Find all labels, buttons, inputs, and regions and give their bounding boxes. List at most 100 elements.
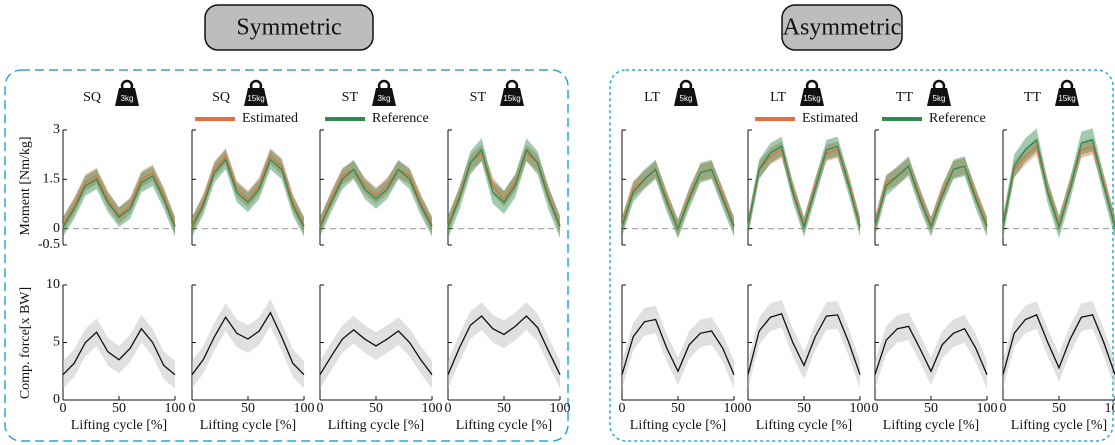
group-title: Asymmetric: [783, 15, 902, 41]
x-tick-label: 100: [165, 401, 186, 416]
mean-line: [62, 327, 176, 376]
sd-band: [320, 161, 432, 234]
weight-label: 5kg: [680, 94, 693, 103]
mean-line: [1002, 314, 1115, 375]
weight-label: 15kg: [503, 94, 520, 103]
y-tick-label: 0: [53, 221, 60, 236]
sd-band: [63, 164, 175, 234]
x-axis-label: Lifting cycle [%]: [630, 418, 726, 433]
x-axis-label: Lifting cycle [%]: [71, 418, 167, 433]
legend-label: Reference: [372, 111, 429, 126]
weight-label: 15kg: [803, 94, 820, 103]
group-border: [609, 69, 1114, 442]
weight-label: 15kg: [247, 94, 264, 103]
sd-band: [622, 305, 734, 389]
x-tick-label: 50: [1052, 401, 1066, 416]
panel-title: TT: [1024, 90, 1042, 105]
weight-handle: [377, 79, 391, 93]
y-tick-label: 5: [53, 335, 60, 350]
weight-handle: [932, 79, 946, 93]
x-tick-label: 50: [369, 401, 383, 416]
mean-line: [62, 171, 176, 226]
mean-line: [319, 329, 433, 376]
group-title-box: [204, 4, 374, 51]
sd-band: [63, 314, 175, 389]
panel-title: ST: [342, 90, 359, 105]
mean-line: [747, 145, 861, 230]
sd-band: [622, 161, 734, 237]
weight-handle: [120, 79, 134, 93]
mean-line: [319, 168, 433, 226]
sd-band: [748, 136, 860, 237]
x-tick-label: 100: [550, 401, 571, 416]
x-tick-label: 50: [241, 401, 255, 416]
sd-band: [622, 159, 734, 239]
weight-handle: [805, 79, 819, 93]
mean-line: [319, 168, 433, 228]
x-tick-label: 50: [112, 401, 126, 416]
weight-icon: [372, 88, 396, 106]
mean-line: [62, 175, 176, 228]
mean-line: [747, 312, 861, 375]
panel-title: ST: [470, 90, 487, 105]
sd-band: [875, 312, 987, 389]
mean-line: [874, 165, 988, 229]
legend-label: Reference: [929, 111, 986, 126]
x-tick-label: 100: [977, 401, 998, 416]
mean-line: [191, 311, 305, 376]
panel-title: LT: [770, 90, 786, 105]
y-tick-label: -0.5: [38, 237, 60, 252]
x-tick-label: 0: [445, 401, 452, 416]
weight-handle: [249, 79, 263, 93]
weight-label: 15kg: [1058, 94, 1075, 103]
weight-icon: [674, 88, 698, 106]
x-axis-label: Lifting cycle [%]: [1011, 418, 1107, 433]
x-tick-label: 100: [422, 401, 443, 416]
weight-icon: [927, 88, 951, 106]
x-tick-label: 100: [294, 401, 315, 416]
mean-line: [191, 154, 305, 226]
x-tick-label: 0: [317, 401, 324, 416]
x-tick-label: 0: [619, 401, 626, 416]
sd-band: [875, 157, 987, 234]
x-tick-label: 100: [1105, 401, 1115, 416]
sd-band: [1003, 128, 1115, 239]
weight-icon: [1055, 88, 1079, 106]
sd-band: [192, 298, 304, 389]
weight-handle: [1060, 79, 1074, 93]
legend-label: Estimated: [802, 111, 858, 126]
mean-line: [874, 325, 988, 375]
panel-title: SQ: [212, 90, 230, 105]
weight-handle: [505, 79, 519, 93]
x-tick-label: 50: [797, 401, 811, 416]
mean-line: [191, 158, 305, 228]
weight-icon: [500, 88, 524, 106]
weight-icon: [244, 88, 268, 106]
x-tick-label: 0: [745, 401, 752, 416]
group-title: Symmetric: [236, 15, 341, 41]
x-tick-label: 0: [872, 401, 879, 416]
x-tick-label: 0: [1000, 401, 1007, 416]
mean-line: [1002, 138, 1115, 230]
weight-icon: [800, 88, 824, 106]
x-axis-label: Lifting cycle [%]: [328, 418, 424, 433]
weight-label: 5kg: [933, 94, 946, 103]
sd-band: [448, 138, 560, 239]
sd-band: [63, 166, 175, 237]
sd-band: [748, 299, 860, 389]
x-tick-label: 50: [497, 401, 511, 416]
x-axis-label: Lifting cycle [%]: [456, 418, 552, 433]
x-tick-label: 50: [671, 401, 685, 416]
x-tick-label: 100: [724, 401, 745, 416]
sd-band: [192, 149, 304, 237]
weight-label: 3kg: [121, 94, 134, 103]
panel-title: SQ: [83, 90, 101, 105]
y-tick-label: 1.5: [43, 172, 61, 187]
weight-icon: [115, 88, 139, 106]
x-axis-label: Lifting cycle [%]: [756, 418, 852, 433]
sd-band: [875, 156, 987, 237]
sd-band: [448, 302, 560, 389]
y-tick-label: 0: [53, 392, 60, 407]
y-tick-label: 10: [46, 277, 60, 292]
